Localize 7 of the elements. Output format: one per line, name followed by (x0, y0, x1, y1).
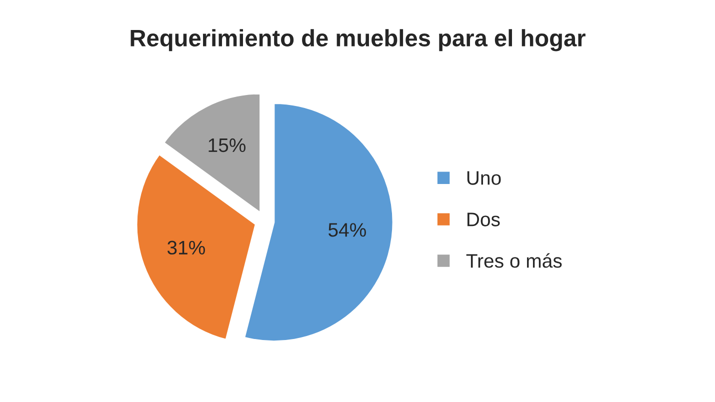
legend-label: Dos (468, 212, 500, 226)
chart-title: Requerimiento de muebles para el hogar (130, 29, 586, 52)
data-label: 54% (328, 223, 366, 237)
data-label: 31% (167, 240, 205, 255)
data-label: 15% (208, 138, 246, 152)
legend-label: Tres o más (466, 253, 562, 268)
legend-label: Uno (467, 171, 501, 185)
